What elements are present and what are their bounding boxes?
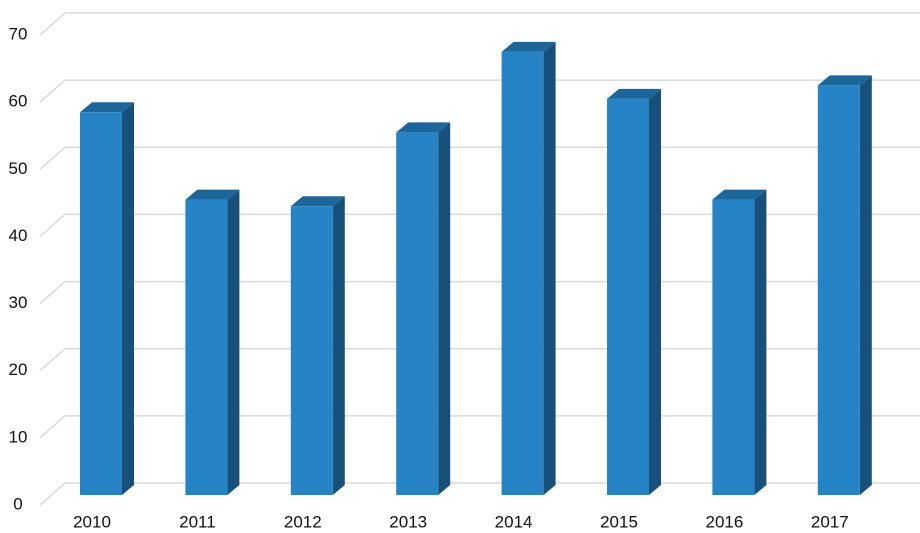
bar-top	[185, 189, 240, 200]
y-tick-label: 20	[9, 360, 28, 379]
x-tick-label: 2010	[73, 512, 111, 531]
bar-side	[543, 41, 556, 495]
grid-line	[39, 12, 920, 36]
y-tick-label: 50	[9, 159, 28, 178]
x-tick-label: 2013	[389, 512, 427, 531]
bar	[501, 51, 544, 495]
y-tick-label: 30	[9, 293, 28, 312]
x-tick-label: 2016	[705, 512, 743, 531]
bar-top	[80, 102, 134, 113]
bar-side	[754, 189, 767, 496]
bar-side	[859, 75, 872, 495]
bar-top	[501, 41, 556, 52]
y-tick-label: 10	[9, 427, 28, 446]
bar	[290, 206, 333, 496]
bar	[80, 112, 122, 496]
grid-line	[39, 482, 920, 506]
bar-top	[290, 196, 345, 207]
bar-top	[817, 75, 872, 86]
grid-line	[39, 280, 920, 305]
grid-line	[39, 347, 920, 372]
bar-side	[332, 196, 345, 496]
bar-side	[227, 189, 240, 496]
x-tick-label: 2012	[284, 512, 322, 531]
x-tick-label: 2017	[811, 512, 849, 531]
bar-side	[438, 122, 451, 495]
grid-line	[39, 146, 920, 170]
grid-line	[39, 213, 920, 237]
bar	[712, 199, 755, 496]
bar	[185, 199, 228, 496]
x-tick-label: 2011	[179, 512, 216, 531]
bar-top	[712, 189, 767, 200]
bar-top	[607, 88, 661, 99]
bar	[817, 85, 860, 495]
bar-side	[122, 102, 134, 496]
y-tick-label: 60	[9, 92, 28, 111]
y-tick-label: 70	[9, 24, 28, 43]
bar-side	[649, 88, 661, 495]
y-tick-label: 0	[13, 494, 22, 513]
y-tick-label: 40	[9, 226, 28, 245]
x-tick-label: 2014	[495, 512, 533, 531]
x-tick-label: 2015	[600, 512, 638, 531]
grid-line	[39, 415, 920, 439]
grid-line	[39, 79, 920, 103]
bar	[396, 132, 439, 495]
bar	[607, 98, 649, 495]
bar-top	[396, 122, 451, 133]
